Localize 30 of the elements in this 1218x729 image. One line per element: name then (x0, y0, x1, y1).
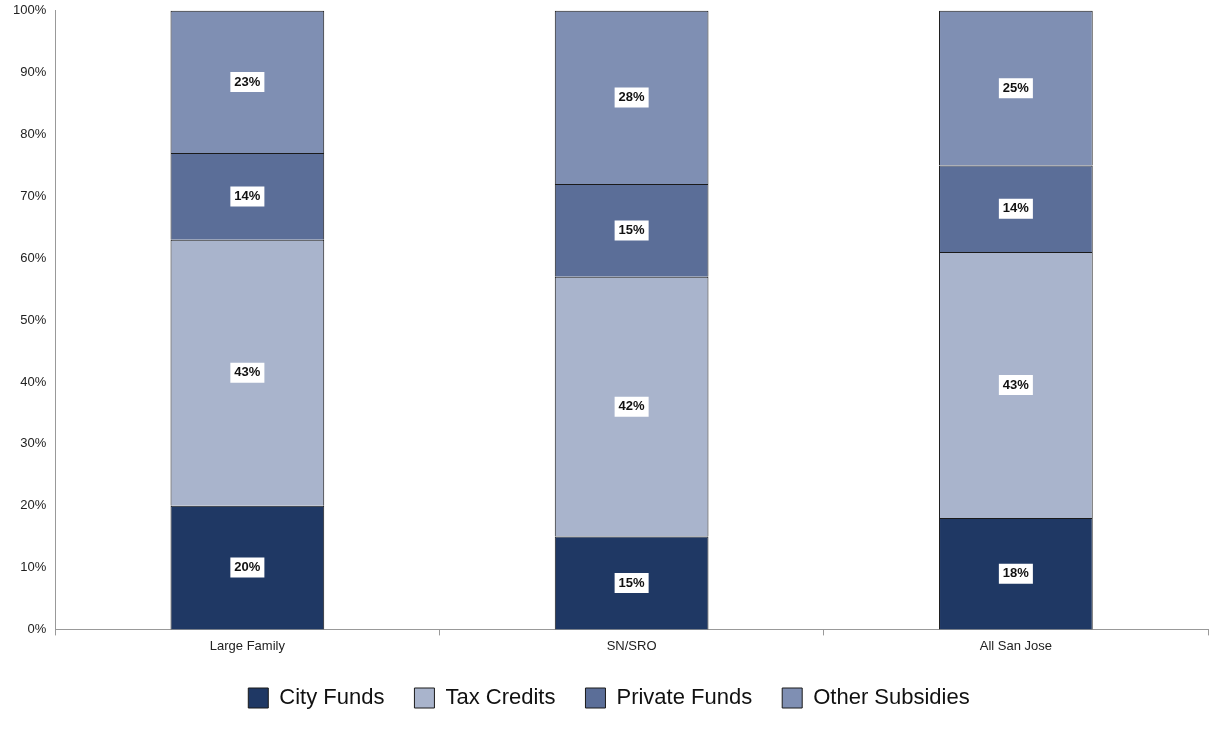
y-tick-label: 10% (20, 559, 47, 575)
data-label: 42% (618, 398, 646, 414)
y-tick-label: 90% (20, 64, 47, 80)
legend-label: Tax Credits (445, 684, 556, 710)
x-tick-label: All San Jose (979, 637, 1053, 653)
y-tick-label: 50% (20, 311, 47, 327)
data-label: 43% (234, 364, 261, 380)
x-tick-label: SN/SRO (606, 637, 657, 653)
y-tick-label: 100% (13, 2, 47, 18)
data-label: 15% (618, 574, 646, 590)
data-label: 25% (1002, 79, 1030, 95)
y-tick-label: 0% (27, 620, 47, 636)
y-tick-label: 40% (20, 373, 47, 389)
data-label: 20% (234, 559, 261, 575)
data-label: 15% (618, 221, 646, 237)
legend-label: Other Subsidies (813, 684, 970, 710)
data-label: 28% (618, 88, 646, 104)
y-tick-label: 70% (20, 187, 47, 203)
y-tick-label: 30% (20, 435, 47, 451)
legend-label: City Funds (279, 684, 385, 710)
data-label: 18% (1002, 565, 1030, 581)
data-label: 43% (1002, 376, 1030, 392)
data-label: 23% (234, 73, 261, 89)
y-tick-label: 60% (20, 249, 47, 265)
x-tick-label: Large Family (209, 637, 286, 653)
y-tick-label: 80% (20, 126, 47, 142)
data-label: 14% (234, 187, 261, 203)
legend-label: Private Funds (616, 684, 753, 710)
y-tick-label: 20% (20, 497, 47, 513)
data-label: 14% (1002, 200, 1030, 216)
